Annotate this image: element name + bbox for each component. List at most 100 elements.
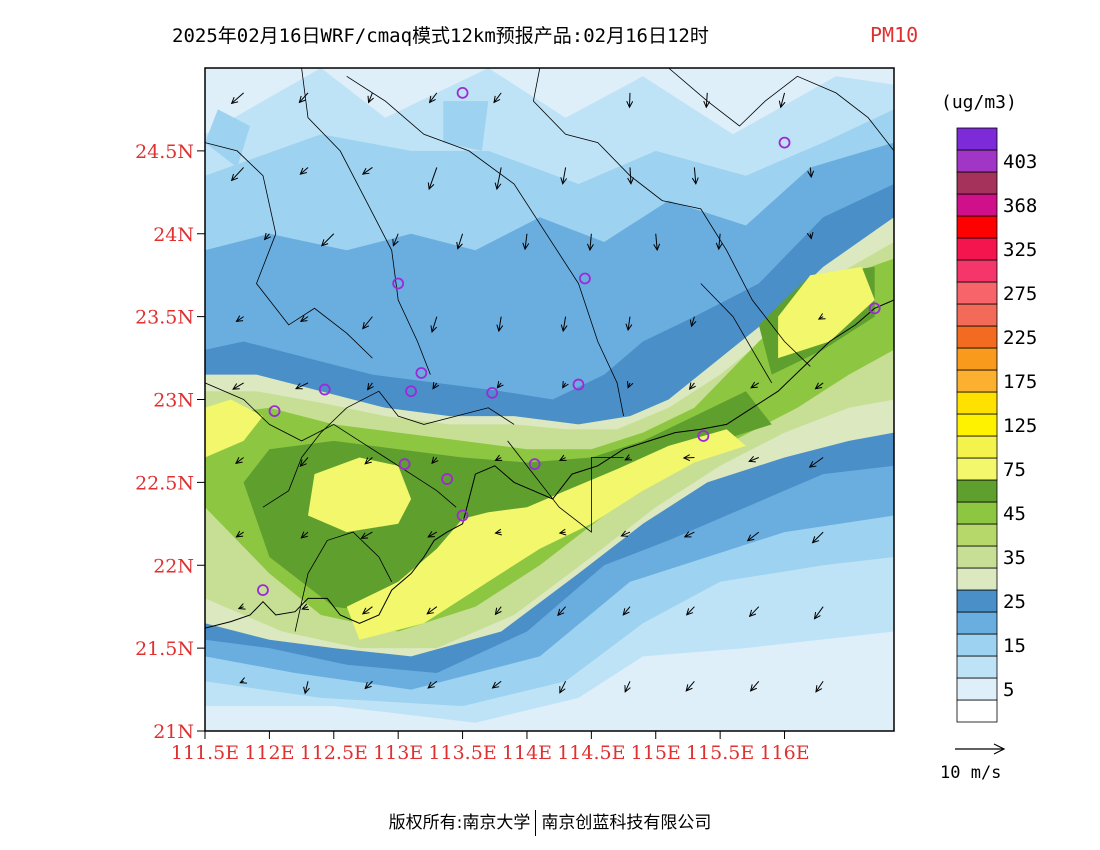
wind-arrow [749,680,760,692]
wind-arrow [239,677,248,684]
admin-boundary-line-2 [346,75,624,417]
wind-arrow-shaft [496,167,502,190]
station-marker [486,386,499,399]
wind-arrow-shaft [461,730,463,731]
wind-arrow-head [456,730,457,731]
concentration-band-2-2 [443,101,489,151]
wind-arrow [494,167,502,191]
admin-boundary-line-9 [700,283,773,384]
admin-boundary-line-1 [301,68,431,375]
wind-arrow-shaft [236,531,244,538]
wind-arrow-shaft [368,92,373,103]
colorbar-cell [956,611,998,635]
wind-arrow [688,382,696,391]
colorbar-cell [956,677,998,701]
wind-arrow [237,603,246,610]
wind-arrow [562,380,569,389]
wind-arrow-head [560,177,568,185]
wind-arrow-shaft [495,606,502,615]
wind-arrow-head [562,380,569,389]
station-marker [398,458,411,471]
colorbar-label: 275 [1003,283,1037,305]
wind-vectors [230,92,826,731]
admin-boundary-line-7 [507,440,624,533]
wind-arrow-head [299,315,308,323]
wind-arrow-head [807,170,815,179]
wind-arrow-shaft [684,531,695,538]
colorbar-label: 5 [1003,679,1014,701]
wind-arrow-head [299,167,307,175]
colorbar-cell [956,281,998,305]
station-marker [415,367,428,379]
wind-arrow [817,313,826,320]
colorbar-unit: (ug/m3) [941,92,1017,113]
wind-arrow-shaft [809,167,812,178]
wind-reference-label: 10 m/s [940,763,1001,783]
wind-arrow-head [456,241,463,250]
concentration-band-8-0 [243,391,772,615]
wind-arrow [748,456,759,463]
y-tick-label: 22N [153,555,194,577]
wind-arrow-head [427,531,435,538]
wind-arrow [392,233,399,247]
map-plot-area [205,68,894,731]
wind-arrow-head [432,381,440,390]
wind-arrow-head [367,95,374,104]
wind-arrow-shaft [300,316,309,322]
colorbar-cell [956,633,998,657]
wind-arrow [301,603,309,611]
wind-arrow-head [494,454,503,461]
chart-title: 2025年02月16日WRF/cmaq模式12km预报产品:02月16日12时 [172,25,709,47]
wind-arrow-head [235,457,243,464]
colorbar-cell [956,413,998,437]
wind-arrow [367,92,374,104]
colorbar-label: 25 [1003,591,1026,613]
wind-arrow [620,530,631,537]
wind-arrow-head [624,454,632,461]
x-tick-label: 113E [373,742,423,764]
wind-arrow-head [235,315,244,323]
station-marker [572,378,585,391]
wind-arrow [361,606,373,615]
wind-arrow-shaft [232,382,244,390]
concentration-band-9-2 [205,399,263,458]
admin-boundary-line-4 [668,68,894,152]
admin-boundary-line-3 [532,68,811,367]
admin-boundary-line-5 [205,382,457,508]
wind-arrow [496,381,504,389]
wind-arrow [778,92,786,109]
x-tick-label: 115E [631,742,681,764]
wind-arrow-head [235,530,244,538]
wind-arrow [235,530,244,538]
wind-arrow-head [362,321,370,330]
wind-arrow [691,167,699,185]
colorbar-cell [956,699,998,723]
wind-arrow-head [428,95,436,104]
wind-arrow-head [815,685,823,693]
concentration-band-9-3 [778,266,875,359]
wind-arrow [456,730,463,731]
wind-arrow-shaft [750,382,760,389]
wind-arrow [685,680,695,692]
wind-arrow-shaft [750,680,760,692]
wind-arrow-head [494,528,503,536]
colorbar-cell [956,259,998,283]
copyright-owner-label: 版权所有: [388,813,463,833]
wind-arrow [494,606,502,616]
colorbar-cell [956,545,998,569]
wind-arrow-shaft [275,730,276,731]
wind-arrow-head [494,182,502,191]
wind-arrow-head [620,530,629,537]
wind-arrow-shaft [705,92,708,108]
wind-arrow [456,233,464,250]
x-tick-label: 113.5E [428,742,496,764]
wind-arrow-head [320,239,329,247]
wind-arrow-shaft [691,316,695,327]
wind-arrow-shaft [815,382,824,390]
wind-arrow-head [683,531,692,538]
wind-arrow-head [750,381,758,389]
y-axis: 21N 21.5N 22N 22.5N 23N 23.5N 24N 24.5N [135,141,205,743]
wind-reference-arrow [955,743,1006,755]
wind-arrow-head [295,383,303,390]
wind-arrow-head [749,684,757,692]
